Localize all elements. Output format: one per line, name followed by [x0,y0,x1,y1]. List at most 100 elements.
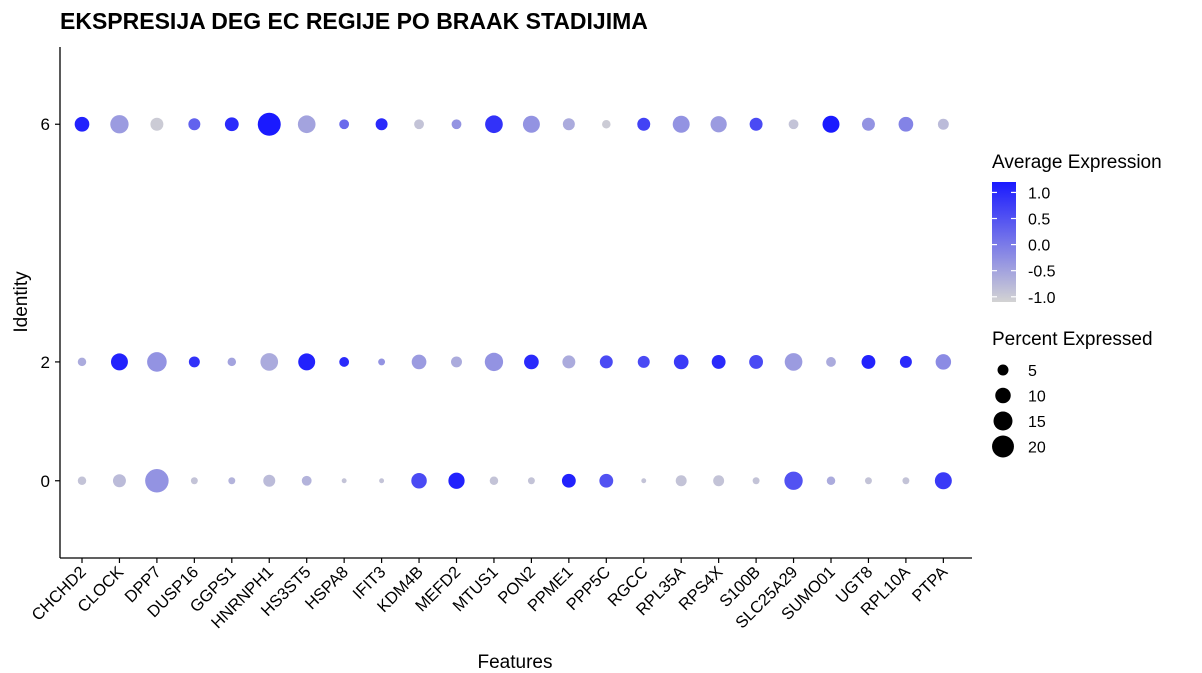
dot [522,115,540,133]
dot [227,357,237,367]
dot [451,119,462,130]
dot [749,354,764,369]
colorbar-tick-label: 0.0 [1028,238,1050,255]
size-legend-label: 20 [1028,440,1046,457]
dot [484,352,504,372]
size-legend-title: Percent Expressed [992,329,1153,350]
dot [77,357,87,367]
dots [74,112,952,493]
dot [448,472,465,489]
y-ticks: 0 2 6 [41,115,60,491]
dot [260,353,279,371]
size-legend-dot [997,364,1009,376]
dot [599,473,614,488]
x-tick-label: HSPA8 [302,563,352,613]
dot [411,473,427,489]
dot [637,117,651,131]
dot [784,471,803,490]
colorbar-tick-label: -0.5 [1028,264,1056,281]
y-tick-label: 6 [41,115,50,134]
dot [341,478,347,484]
dot [188,356,200,368]
dot [150,117,164,131]
dot [902,477,910,485]
colorbar [992,182,1016,302]
size-legend-items: 5 10 15 20 [992,363,1046,458]
dot [788,119,799,130]
x-tick-label: CHCHD2 [28,563,89,624]
colorbar-ticks: 1.0 0.5 0.0 -0.5 -1.0 [992,185,1056,307]
dot [749,117,763,131]
dot [861,354,876,369]
dot [641,478,647,484]
size-legend-label: 15 [1028,414,1046,431]
dot [602,120,611,129]
dot [599,355,613,369]
dot [861,117,875,131]
y-tick-label: 2 [41,353,50,372]
dot [451,356,462,368]
size-legend: Percent Expressed 5 10 15 20 [992,329,1153,458]
dot [379,478,385,484]
x-axis-label: Features [478,652,553,673]
size-legend-dot [992,435,1014,458]
dot [298,353,316,371]
dot [935,354,952,370]
colorbar-tick-label: 0.5 [1028,212,1050,229]
dot [672,115,690,133]
dot [937,118,949,130]
colorbar-tick-label: -1.0 [1028,290,1056,307]
dot [74,116,90,132]
dot [145,469,169,493]
dot [637,355,650,368]
colorbar-tick-label: 1.0 [1028,185,1050,202]
dot [711,354,726,369]
color-legend-title: Average Expression [992,152,1162,173]
dot [826,476,836,485]
dot [527,477,535,485]
axes [59,47,972,559]
dot [224,117,239,132]
dot [411,354,427,370]
dot [934,472,952,490]
size-legend-label: 10 [1028,389,1046,406]
dot [898,116,914,132]
dot [485,115,503,134]
dot [147,352,167,372]
dot [228,477,236,485]
dot [489,476,499,485]
y-axis-label: Identity [11,271,32,333]
dot [112,474,126,488]
dot [110,115,129,134]
dot [562,355,576,369]
dot [188,118,201,131]
dot [710,116,727,133]
chart-title: EKSPRESIJA DEG EC REGIJE PO BRAAK STADIJ… [60,8,648,34]
size-legend-dot [995,387,1011,404]
dot [190,477,198,485]
dot [339,357,350,367]
dot [713,475,725,487]
size-legend-dot [993,411,1013,431]
x-tick-label: PTPA [909,563,951,605]
dot [561,473,576,488]
dot [301,475,312,486]
y-tick-label: 0 [41,472,50,491]
dot [675,475,687,487]
dot [673,354,689,370]
dot [77,476,87,485]
dot [784,353,803,371]
dot [864,477,872,485]
dot [110,353,128,371]
dot [414,119,424,130]
dot [899,355,912,368]
dot [378,358,386,366]
dot [562,118,575,131]
dot [524,354,539,370]
dot [257,112,281,136]
x-ticks: CHCHD2CLOCKDPP7DUSP16GGPS1HNRNPH1HS3ST5H… [28,558,951,632]
size-legend-label: 5 [1028,363,1037,380]
dot [297,115,316,134]
dot [826,357,836,367]
